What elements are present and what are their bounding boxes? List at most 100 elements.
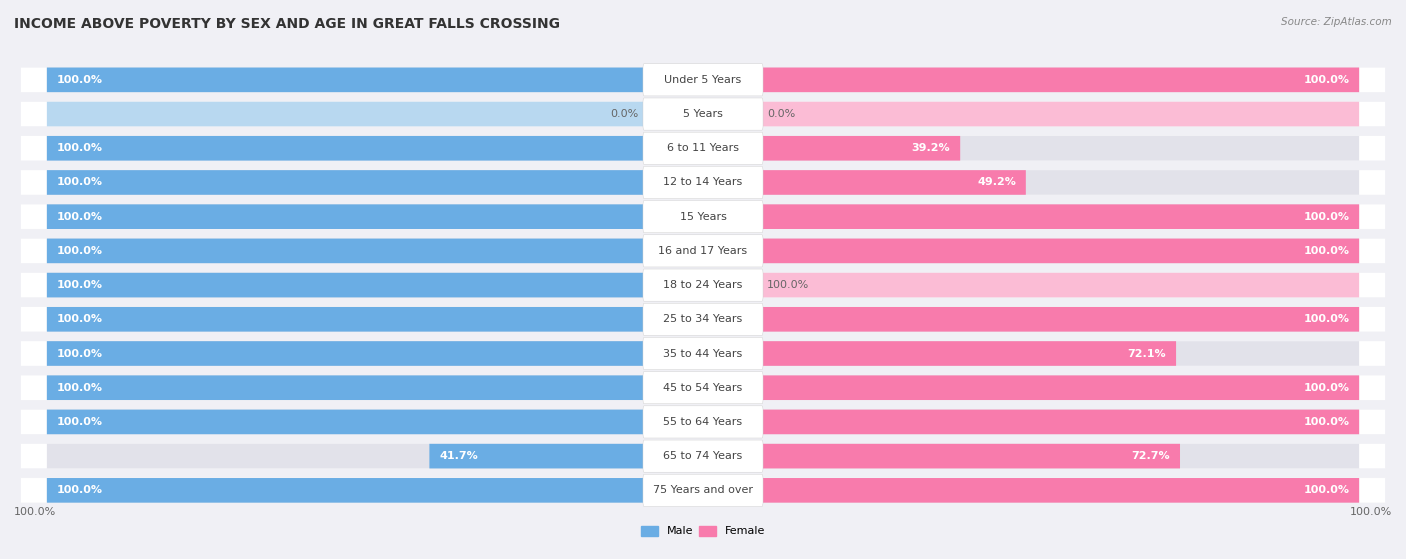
FancyBboxPatch shape [21, 341, 1385, 366]
FancyBboxPatch shape [703, 170, 1026, 195]
FancyBboxPatch shape [21, 375, 1385, 400]
Text: 100.0%: 100.0% [768, 280, 810, 290]
Text: 65 to 74 Years: 65 to 74 Years [664, 451, 742, 461]
Text: 72.7%: 72.7% [1132, 451, 1170, 461]
FancyBboxPatch shape [46, 102, 703, 126]
FancyBboxPatch shape [46, 136, 703, 160]
Text: 55 to 64 Years: 55 to 64 Years [664, 417, 742, 427]
FancyBboxPatch shape [21, 170, 1385, 195]
FancyBboxPatch shape [703, 444, 1360, 468]
Text: 100.0%: 100.0% [56, 75, 103, 85]
Text: 100.0%: 100.0% [1303, 485, 1350, 495]
Text: 18 to 24 Years: 18 to 24 Years [664, 280, 742, 290]
Text: 100.0%: 100.0% [56, 348, 103, 358]
FancyBboxPatch shape [643, 338, 763, 369]
Text: 16 and 17 Years: 16 and 17 Years [658, 246, 748, 256]
FancyBboxPatch shape [643, 372, 763, 404]
FancyBboxPatch shape [643, 303, 763, 335]
FancyBboxPatch shape [46, 376, 703, 400]
Legend: Male, Female: Male, Female [637, 521, 769, 541]
FancyBboxPatch shape [643, 132, 763, 164]
Text: 12 to 14 Years: 12 to 14 Years [664, 177, 742, 187]
FancyBboxPatch shape [643, 201, 763, 233]
Text: 100.0%: 100.0% [56, 212, 103, 222]
FancyBboxPatch shape [703, 205, 1360, 229]
Text: 41.7%: 41.7% [439, 451, 478, 461]
FancyBboxPatch shape [643, 440, 763, 472]
FancyBboxPatch shape [46, 341, 703, 366]
Text: 100.0%: 100.0% [56, 314, 103, 324]
FancyBboxPatch shape [46, 478, 703, 503]
FancyBboxPatch shape [46, 273, 703, 297]
FancyBboxPatch shape [46, 239, 703, 263]
Text: 39.2%: 39.2% [911, 143, 950, 153]
FancyBboxPatch shape [703, 478, 1360, 503]
Text: 15 Years: 15 Years [679, 212, 727, 222]
FancyBboxPatch shape [21, 307, 1385, 332]
FancyBboxPatch shape [643, 474, 763, 506]
FancyBboxPatch shape [21, 409, 1385, 434]
FancyBboxPatch shape [46, 410, 703, 434]
FancyBboxPatch shape [46, 273, 703, 297]
FancyBboxPatch shape [703, 170, 1360, 195]
FancyBboxPatch shape [46, 136, 703, 160]
FancyBboxPatch shape [21, 101, 1385, 127]
Text: 0.0%: 0.0% [768, 109, 796, 119]
Text: 100.0%: 100.0% [56, 143, 103, 153]
FancyBboxPatch shape [46, 68, 703, 92]
FancyBboxPatch shape [46, 341, 703, 366]
FancyBboxPatch shape [429, 444, 703, 468]
Text: 100.0%: 100.0% [1350, 506, 1392, 517]
Text: 100.0%: 100.0% [1303, 383, 1350, 393]
FancyBboxPatch shape [703, 239, 1360, 263]
FancyBboxPatch shape [703, 341, 1175, 366]
FancyBboxPatch shape [703, 307, 1360, 331]
FancyBboxPatch shape [21, 67, 1385, 92]
FancyBboxPatch shape [703, 341, 1360, 366]
Text: 45 to 54 Years: 45 to 54 Years [664, 383, 742, 393]
FancyBboxPatch shape [46, 170, 703, 195]
FancyBboxPatch shape [703, 410, 1360, 434]
FancyBboxPatch shape [703, 239, 1360, 263]
Text: 49.2%: 49.2% [977, 177, 1017, 187]
Text: Source: ZipAtlas.com: Source: ZipAtlas.com [1281, 17, 1392, 27]
FancyBboxPatch shape [46, 239, 703, 263]
FancyBboxPatch shape [46, 410, 703, 434]
FancyBboxPatch shape [643, 98, 763, 130]
FancyBboxPatch shape [703, 376, 1360, 400]
FancyBboxPatch shape [21, 238, 1385, 263]
Text: 100.0%: 100.0% [56, 280, 103, 290]
FancyBboxPatch shape [21, 443, 1385, 469]
Text: INCOME ABOVE POVERTY BY SEX AND AGE IN GREAT FALLS CROSSING: INCOME ABOVE POVERTY BY SEX AND AGE IN G… [14, 17, 560, 31]
FancyBboxPatch shape [46, 307, 703, 331]
Text: Under 5 Years: Under 5 Years [665, 75, 741, 85]
Text: 100.0%: 100.0% [56, 383, 103, 393]
Text: 6 to 11 Years: 6 to 11 Years [666, 143, 740, 153]
FancyBboxPatch shape [703, 136, 960, 160]
FancyBboxPatch shape [703, 273, 1360, 297]
FancyBboxPatch shape [46, 205, 703, 229]
FancyBboxPatch shape [643, 167, 763, 198]
Text: 72.1%: 72.1% [1128, 348, 1166, 358]
FancyBboxPatch shape [46, 376, 703, 400]
Text: 75 Years and over: 75 Years and over [652, 485, 754, 495]
FancyBboxPatch shape [643, 406, 763, 438]
FancyBboxPatch shape [46, 444, 703, 468]
FancyBboxPatch shape [21, 272, 1385, 298]
FancyBboxPatch shape [643, 269, 763, 301]
FancyBboxPatch shape [643, 64, 763, 96]
Text: 5 Years: 5 Years [683, 109, 723, 119]
Text: 100.0%: 100.0% [1303, 246, 1350, 256]
FancyBboxPatch shape [703, 102, 1360, 126]
FancyBboxPatch shape [46, 170, 703, 195]
Text: 100.0%: 100.0% [1303, 417, 1350, 427]
FancyBboxPatch shape [703, 205, 1360, 229]
FancyBboxPatch shape [46, 478, 703, 503]
Text: 100.0%: 100.0% [56, 177, 103, 187]
Text: 100.0%: 100.0% [56, 417, 103, 427]
FancyBboxPatch shape [703, 376, 1360, 400]
FancyBboxPatch shape [703, 444, 1180, 468]
FancyBboxPatch shape [46, 68, 703, 92]
FancyBboxPatch shape [703, 68, 1360, 92]
Text: 100.0%: 100.0% [56, 246, 103, 256]
